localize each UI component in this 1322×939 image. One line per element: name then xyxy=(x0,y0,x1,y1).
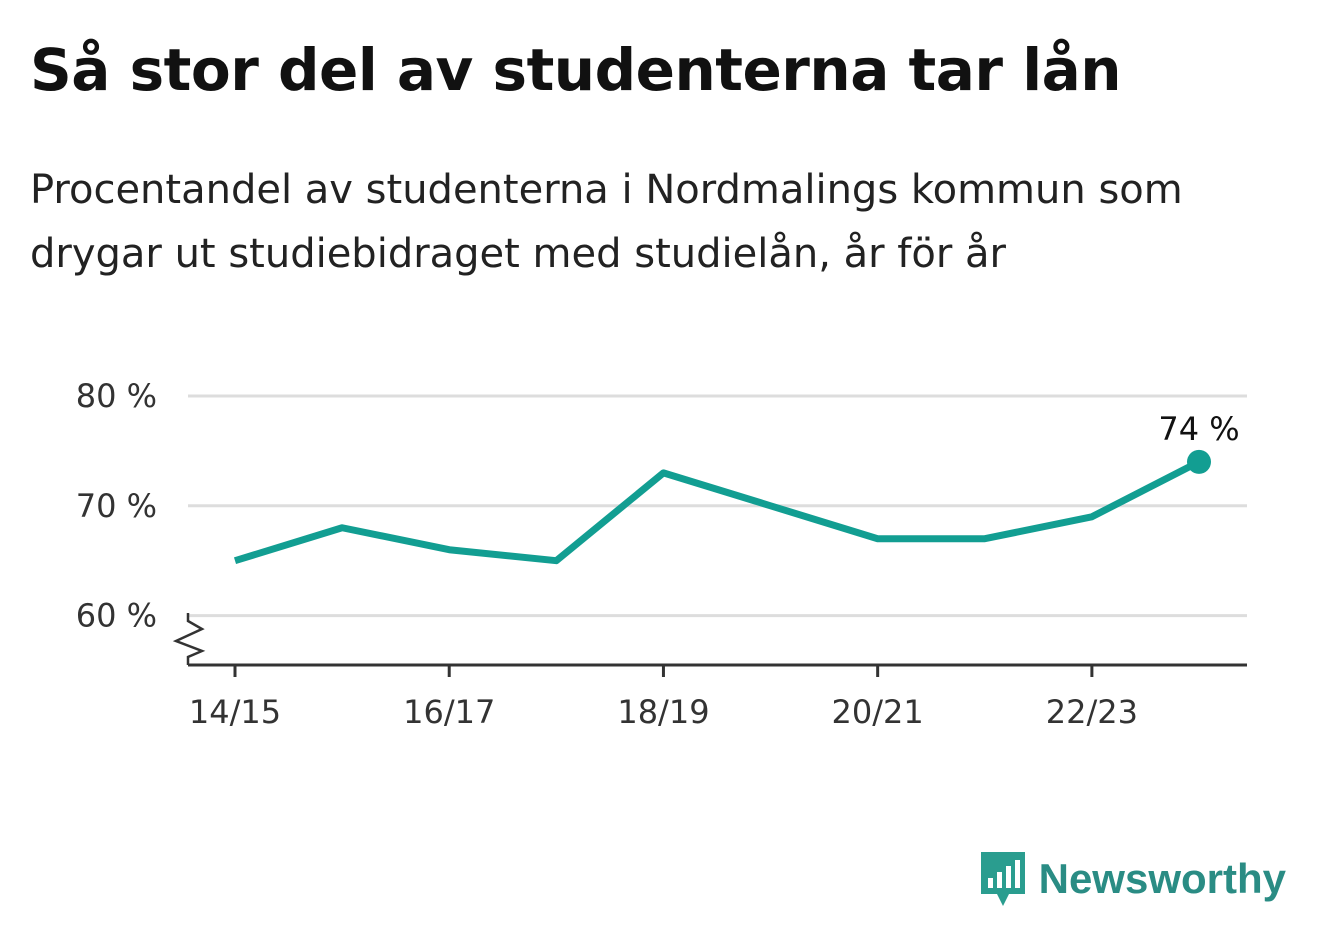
grid-lines xyxy=(188,394,1247,618)
endpoint-label: 74 % xyxy=(1158,410,1239,448)
y-tick-label: 70 % xyxy=(76,487,157,525)
line-chart: 60 % 70 % 80 % 14/15 16/17 18/19 20/21 22/23 74 … xyxy=(76,377,1247,731)
axes xyxy=(172,613,1247,677)
chart-subtitle: Procentandel av studenterna i Nordmaling… xyxy=(30,167,1183,277)
logo-text: Newsworthy xyxy=(1038,855,1286,902)
newsworthy-logo: Newsworthy xyxy=(979,850,1286,908)
y-tick-label: 60 % xyxy=(76,597,157,635)
newsworthy-logo-icon xyxy=(980,852,1025,906)
series-layer xyxy=(233,449,1211,565)
x-tick-label: 20/21 xyxy=(832,693,924,731)
y-tick-label: 80 % xyxy=(76,377,157,415)
series-line xyxy=(233,458,1201,565)
x-tick-label: 22/23 xyxy=(1046,693,1138,731)
x-tick-label: 16/17 xyxy=(403,693,495,731)
x-tick-label: 14/15 xyxy=(189,693,281,731)
label-layer: 60 % 70 % 80 % 14/15 16/17 18/19 20/21 22/23 74 … xyxy=(76,377,1240,731)
axis-break-icon xyxy=(172,613,206,665)
x-tick-label: 18/19 xyxy=(617,693,709,731)
chart-title: Så stor del av studenterna tar lån xyxy=(30,36,1122,104)
endpoint-marker xyxy=(1187,449,1211,474)
